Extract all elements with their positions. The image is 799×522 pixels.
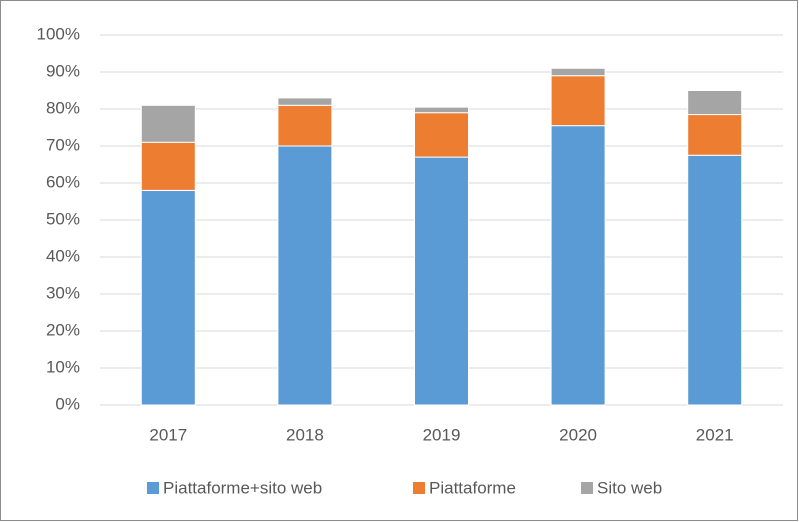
bar-segment [550, 75, 606, 127]
y-tick-label: 10% [46, 357, 80, 376]
x-tick-label: 2018 [286, 425, 324, 444]
legend-label: Sito web [597, 478, 662, 497]
bar-segment [414, 106, 469, 114]
bar-segment [414, 156, 469, 406]
y-tick-label: 30% [46, 283, 80, 302]
bar-segment [140, 189, 196, 406]
bar-segment [687, 114, 743, 156]
legend-swatch [413, 482, 425, 494]
bar-segment [140, 104, 196, 143]
y-tick-label: 40% [46, 246, 80, 265]
bar-segment [277, 104, 333, 147]
legend-label: Piattaforme+sito web [163, 478, 322, 497]
y-tick-label: 80% [46, 98, 80, 117]
legend-swatch [147, 482, 159, 494]
y-tick-label: 100% [37, 24, 80, 43]
y-tick-label: 90% [46, 61, 80, 80]
bar-segment [277, 97, 333, 106]
y-tick-label: 0% [55, 394, 80, 413]
bar-segment [140, 141, 196, 191]
y-tick-label: 70% [46, 135, 80, 154]
legend-swatch [581, 482, 593, 494]
y-tick-label: 60% [46, 172, 80, 191]
bar-segment [550, 67, 606, 77]
x-tick-label: 2017 [149, 425, 187, 444]
x-tick-label: 2021 [696, 425, 734, 444]
bar-segment [687, 90, 743, 116]
x-tick-label: 2019 [423, 425, 461, 444]
x-tick-label: 2020 [559, 425, 597, 444]
y-tick-label: 50% [46, 209, 80, 228]
bar-segment [277, 145, 333, 406]
bar-segment [414, 112, 469, 158]
bar-segment [687, 154, 743, 406]
bar-segment [550, 125, 606, 406]
legend-label: Piattaforme [429, 478, 516, 497]
y-tick-label: 20% [46, 320, 80, 339]
